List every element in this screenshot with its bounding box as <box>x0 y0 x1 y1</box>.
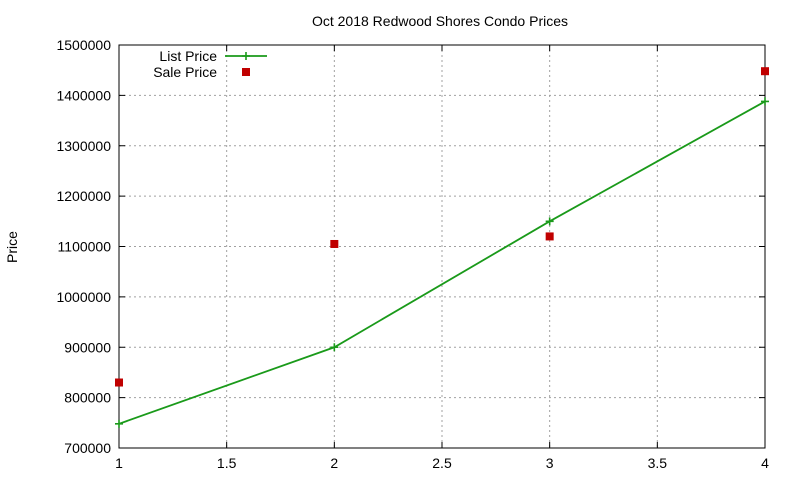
legend-label: Sale Price <box>153 64 217 80</box>
x-tick-label: 1 <box>115 455 123 471</box>
sale-price-point <box>545 232 554 241</box>
legend-marker-list-price <box>242 52 250 60</box>
x-tick-label: 2.5 <box>432 455 452 471</box>
series-layer <box>115 67 769 428</box>
y-tick-label: 1400000 <box>56 87 111 103</box>
chart-title: Oct 2018 Redwood Shores Condo Prices <box>312 13 568 29</box>
list-price-point <box>761 97 769 106</box>
series-line-list-price <box>118 100 766 425</box>
x-tick-label: 2 <box>330 455 338 471</box>
legend-label: List Price <box>159 48 217 64</box>
x-tick-label: 1.5 <box>217 455 237 471</box>
x-tick-label: 4 <box>761 455 769 471</box>
grid <box>118 44 766 449</box>
y-tick-label: 1200000 <box>56 188 111 204</box>
y-tick-label: 1500000 <box>56 37 111 53</box>
y-tick-label: 1000000 <box>56 289 111 305</box>
list-price-point <box>115 419 123 428</box>
x-tick-label: 3 <box>546 455 554 471</box>
list-price-point <box>545 217 554 226</box>
list-price-point <box>330 343 339 352</box>
x-tick-label: 3.5 <box>648 455 668 471</box>
y-tick-label: 1300000 <box>56 138 111 154</box>
legend-marker-sale-price <box>242 68 250 76</box>
y-tick-label: 900000 <box>64 339 111 355</box>
axis-ticks: 1 1.5 2 2.5 3 3.5 4 700000 800000 900000 1000000 11… <box>56 37 769 471</box>
y-axis-label: Price <box>4 231 20 263</box>
sale-price-point <box>115 378 123 387</box>
y-tick-label: 800000 <box>64 390 111 406</box>
sale-price-point <box>330 239 339 248</box>
y-tick-label: 700000 <box>64 440 111 456</box>
sale-price-point <box>761 67 769 76</box>
y-tick-label: 1100000 <box>58 239 112 255</box>
